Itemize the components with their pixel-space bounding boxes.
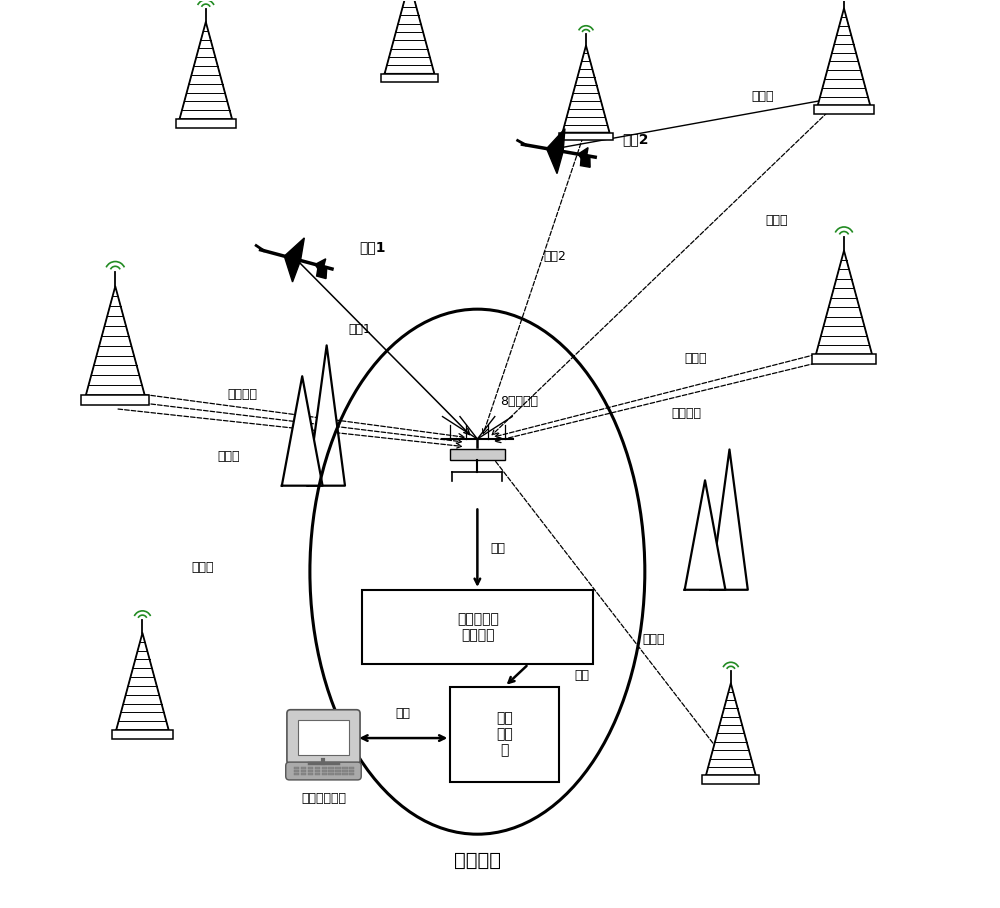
- FancyBboxPatch shape: [286, 762, 361, 780]
- Polygon shape: [685, 480, 725, 590]
- Polygon shape: [580, 154, 590, 167]
- Bar: [342, 770, 348, 772]
- Text: 直达波: 直达波: [643, 633, 665, 646]
- Polygon shape: [818, 8, 870, 105]
- Text: 回扲1: 回扲1: [348, 322, 371, 336]
- Bar: [328, 770, 334, 772]
- Text: 直达波: 直达波: [192, 560, 214, 574]
- Text: 直达波: 直达波: [217, 450, 240, 463]
- Bar: [349, 773, 354, 775]
- Text: 电缆: 电缆: [490, 542, 505, 555]
- Polygon shape: [86, 286, 145, 395]
- Polygon shape: [706, 683, 756, 775]
- Polygon shape: [579, 148, 588, 163]
- Bar: [294, 770, 299, 772]
- Bar: [342, 766, 348, 769]
- Polygon shape: [317, 265, 327, 279]
- Bar: [814, 105, 874, 114]
- Text: 网线: 网线: [396, 707, 411, 720]
- Bar: [315, 766, 320, 769]
- Bar: [308, 773, 313, 775]
- Bar: [328, 773, 334, 775]
- Bar: [349, 766, 354, 769]
- Text: 地物杂波: 地物杂波: [671, 407, 701, 419]
- Polygon shape: [282, 376, 323, 486]
- Text: 目朇1: 目朇1: [360, 241, 386, 254]
- Bar: [335, 766, 341, 769]
- Polygon shape: [547, 149, 563, 173]
- Bar: [342, 773, 348, 775]
- Bar: [308, 766, 313, 769]
- Polygon shape: [547, 129, 565, 152]
- Bar: [298, 720, 349, 755]
- Bar: [702, 775, 759, 784]
- Polygon shape: [308, 345, 345, 486]
- Bar: [322, 773, 327, 775]
- FancyBboxPatch shape: [287, 710, 360, 764]
- Text: 信号
处理
机: 信号 处理 机: [496, 711, 513, 757]
- Bar: [322, 770, 327, 772]
- Bar: [81, 395, 149, 405]
- FancyBboxPatch shape: [450, 686, 559, 782]
- Bar: [112, 730, 173, 739]
- Text: 直达波: 直达波: [766, 214, 788, 227]
- Text: 雷达系统: 雷达系统: [454, 851, 501, 870]
- Bar: [294, 773, 299, 775]
- Bar: [328, 766, 334, 769]
- Polygon shape: [385, 0, 434, 74]
- Polygon shape: [180, 22, 232, 119]
- Bar: [349, 770, 354, 772]
- Bar: [812, 354, 876, 364]
- Bar: [301, 766, 306, 769]
- Bar: [450, 449, 505, 459]
- Bar: [559, 133, 613, 141]
- Text: 网线: 网线: [575, 669, 590, 682]
- Text: 直达波: 直达波: [684, 352, 707, 365]
- Bar: [294, 766, 299, 769]
- Text: 目朇2: 目朇2: [622, 132, 649, 146]
- Bar: [335, 770, 341, 772]
- Bar: [381, 74, 438, 82]
- Text: 回扲2: 回扲2: [543, 251, 566, 263]
- Text: 终端显控平台: 终端显控平台: [301, 792, 346, 804]
- Bar: [322, 766, 327, 769]
- Bar: [335, 773, 341, 775]
- Polygon shape: [710, 449, 748, 590]
- FancyBboxPatch shape: [362, 590, 593, 664]
- Bar: [315, 770, 320, 772]
- Text: 直达波: 直达波: [751, 90, 774, 103]
- Polygon shape: [316, 259, 326, 274]
- Polygon shape: [116, 633, 169, 730]
- Bar: [301, 770, 306, 772]
- Polygon shape: [285, 238, 304, 261]
- Bar: [301, 773, 306, 775]
- Polygon shape: [285, 257, 301, 282]
- Text: 地物杂波: 地物杂波: [227, 388, 257, 400]
- Polygon shape: [816, 251, 872, 354]
- Text: 信道化接收
数据采集: 信道化接收 数据采集: [457, 612, 499, 642]
- Bar: [315, 773, 320, 775]
- Text: 8阵元天线: 8阵元天线: [500, 395, 538, 408]
- Bar: [308, 770, 313, 772]
- Bar: [176, 119, 236, 128]
- Polygon shape: [562, 45, 610, 133]
